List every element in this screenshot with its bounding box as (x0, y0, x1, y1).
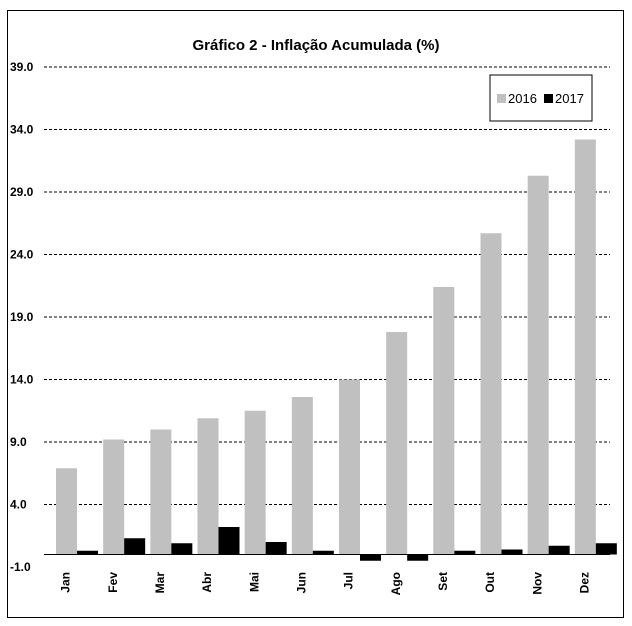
bar-2017-Fev (124, 538, 146, 555)
x-tick-label: Jan (59, 572, 73, 593)
x-tick-label: Set (436, 572, 450, 591)
y-tick-label: -1.0 (10, 560, 31, 574)
bar-2017-Ago (407, 554, 429, 561)
bar-2016-Ago (386, 332, 408, 555)
bar-2017-Nov (548, 545, 570, 555)
bar-2016-Jan (56, 468, 77, 555)
y-tick-label: 29.0 (10, 185, 34, 199)
bar-2016-Jun (291, 397, 313, 555)
bar-2017-Jul (360, 554, 381, 561)
bar-2016-Set (433, 287, 455, 555)
gridlines (44, 66, 610, 505)
bar-2016-Nov (527, 175, 549, 555)
chart-title: Gráfico 2 - Inflação Acumulada (%) (193, 37, 440, 54)
bar-2016-Mai (244, 410, 266, 555)
legend-swatch-2016 (497, 94, 506, 103)
bars (56, 139, 617, 561)
y-axis-ticks: -1.0 4.0 9.0 14.0 19.0 24.0 29.0 34.0 39.0 (10, 60, 34, 574)
bar-2017-Abr (218, 527, 240, 555)
bar-2017-Out (501, 549, 523, 555)
bar-2017-Mai (265, 542, 287, 555)
bar-2017-Mar (171, 543, 193, 555)
legend-swatch-2017 (544, 94, 553, 103)
bar-2017-Jun (312, 550, 334, 555)
x-tick-label: Mai (247, 572, 261, 592)
legend: 2016 2017 (489, 74, 593, 122)
y-tick-label: 39.0 (10, 60, 34, 74)
x-tick-label: Nov (530, 572, 544, 595)
bar-2016-Dez (574, 139, 596, 555)
x-axis-ticks: Jan Fev Mar Abr Mai Jun Jul Ago Set Out Nov Dez (59, 572, 592, 596)
bar-2016-Out (480, 233, 502, 555)
bar-2017-Dez (595, 543, 617, 555)
x-tick-label: Mar (153, 572, 167, 594)
bar-2016-Jul (339, 379, 360, 555)
x-tick-label: Abr (200, 572, 214, 593)
x-tick-label: Jun (294, 572, 308, 593)
y-tick-label: 14.0 (10, 373, 34, 387)
y-tick-label: 9.0 (10, 435, 27, 449)
legend-label: 2016 (508, 91, 537, 106)
x-tick-label: Jul (342, 572, 356, 589)
y-tick-label: 24.0 (10, 248, 34, 262)
x-tick-label: Ago (389, 572, 403, 595)
y-tick-label: 4.0 (10, 498, 27, 512)
x-tick-label: Out (483, 572, 497, 593)
bar-2017-Jan (77, 550, 98, 555)
bar-2016-Abr (197, 418, 219, 555)
x-tick-label: Fev (106, 572, 120, 593)
y-tick-label: 34.0 (10, 123, 34, 137)
bar-2016-Mar (150, 429, 172, 555)
legend-box (489, 74, 593, 122)
bar-2017-Set (454, 550, 476, 555)
bar-2016-Fev (103, 439, 125, 555)
x-tick-label: Dez (577, 572, 591, 593)
legend-label: 2017 (555, 91, 584, 106)
y-tick-label: 19.0 (10, 310, 34, 324)
